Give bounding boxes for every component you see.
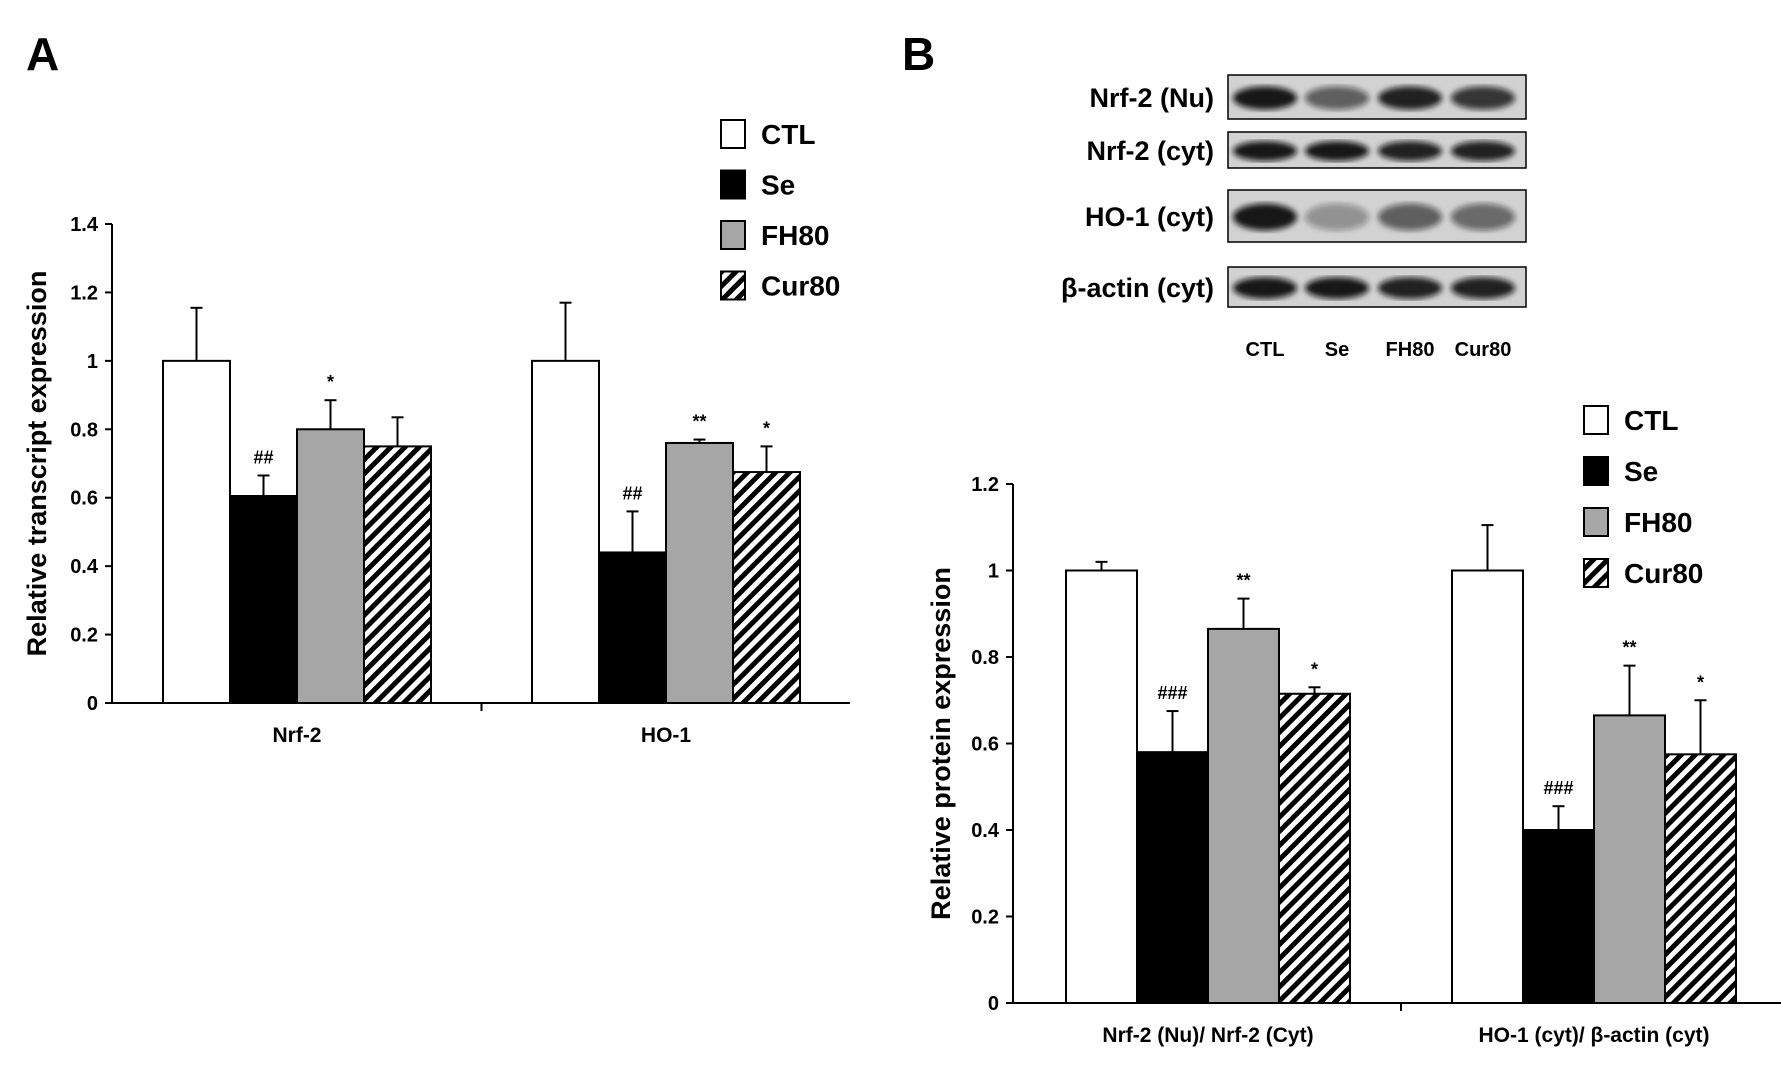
panel-b-label: B (902, 28, 935, 80)
significance-mark: ** (692, 412, 706, 432)
western-blot: Nrf-2 (Nu) Nrf-2 (cyt) HO-1 (cyt) β-actin (… (1061, 74, 1527, 361)
y-axis-label: Relative transcript expression (22, 271, 52, 657)
blot-row-label: Nrf-2 (cyt) (1086, 136, 1214, 166)
significance-mark: ** (1236, 571, 1250, 591)
legend-swatch (1583, 405, 1609, 435)
y-tick-label: 0 (988, 993, 999, 1015)
blot-row-label: β-actin (cyt) (1061, 273, 1214, 303)
bar (363, 445, 432, 704)
y-tick-label: 0.8 (971, 647, 999, 669)
y-tick-label: 0.6 (70, 488, 98, 510)
blot-band (1305, 203, 1369, 231)
bar (1136, 751, 1209, 1005)
legend-swatch (1583, 507, 1609, 537)
y-tick-label: 1.2 (70, 282, 98, 304)
legend-entry: Se (1624, 456, 1658, 487)
legend-b: CTL Se FH80 Cur80 (1583, 405, 1703, 589)
blot-band (1305, 141, 1369, 161)
blot-band (1305, 277, 1369, 299)
blot-band (1378, 203, 1442, 231)
legend-swatch (720, 220, 746, 250)
blot-band (1451, 277, 1515, 299)
legend-a: CTL Se FH80 Cur80 (720, 119, 840, 302)
legend-entry: Se (761, 170, 795, 201)
y-tick-label: 1 (87, 351, 98, 373)
bar (1207, 627, 1280, 1004)
significance-mark: ### (1157, 683, 1187, 703)
significance-mark: ## (253, 447, 273, 467)
blot-band (1233, 141, 1297, 161)
bar (665, 441, 734, 704)
y-tick-label: 0 (87, 693, 98, 715)
bar (598, 551, 667, 705)
y-tick-label: 0.8 (70, 419, 98, 441)
blot-band (1451, 203, 1515, 231)
y-tick-label: 1.4 (70, 214, 99, 236)
blot-band (1233, 86, 1297, 110)
y-tick-label: 1 (988, 561, 999, 583)
y-tick-label: 0.2 (70, 625, 98, 647)
bar (162, 359, 231, 704)
bar (1593, 714, 1666, 1004)
legend-entry: Cur80 (761, 271, 840, 302)
legend-swatch (1583, 456, 1609, 486)
significance-mark: * (1311, 659, 1318, 679)
legend-swatch (720, 169, 746, 200)
blot-band (1378, 141, 1442, 161)
significance-mark: * (1697, 672, 1704, 692)
legend-swatch (720, 119, 746, 149)
y-tick-label: 0.6 (971, 734, 999, 756)
chart-a: 0 0.2 0.4 0.6 0.8 1 1.2 1.4 Relative transcript … (22, 214, 850, 747)
bar (1278, 692, 1351, 1004)
legend-entry: FH80 (1624, 507, 1692, 538)
bar (732, 471, 801, 704)
legend-swatch (1583, 558, 1609, 588)
bar (1664, 753, 1737, 1004)
bar (229, 495, 298, 704)
y-tick-label: 0.2 (971, 907, 999, 929)
blot-band (1378, 277, 1442, 299)
legend-entry: CTL (761, 119, 815, 150)
category-label: Nrf-2 (Nu)/ Nrf-2 (Cyt) (1102, 1024, 1313, 1047)
blot-band (1451, 141, 1515, 161)
significance-mark: * (763, 418, 770, 438)
bar (1451, 569, 1524, 1004)
blot-lane-label: FH80 (1386, 339, 1435, 361)
blot-lane-label: Se (1325, 339, 1349, 361)
y-axis-label: Relative protein expression (926, 567, 956, 920)
y-tick-label: 0.4 (971, 820, 1000, 842)
bar (531, 359, 600, 704)
blot-band (1233, 277, 1297, 299)
significance-mark: ### (1543, 778, 1573, 798)
chart-b: 0 0.2 0.4 0.6 0.8 1 1.2 Relative protein expres… (926, 474, 1781, 1047)
legend-entry: CTL (1624, 405, 1678, 436)
bar (296, 428, 365, 704)
bar (1065, 569, 1138, 1004)
blot-band (1233, 203, 1297, 231)
significance-mark: ** (1622, 638, 1636, 658)
blot-band (1378, 86, 1442, 110)
bar (1522, 829, 1595, 1004)
blot-band (1451, 86, 1515, 110)
blot-band (1305, 86, 1369, 110)
blot-lane-label: Cur80 (1455, 339, 1512, 361)
y-tick-label: 1.2 (971, 474, 999, 496)
category-label: Nrf-2 (272, 724, 321, 747)
significance-mark: * (327, 372, 334, 392)
significance-mark: ## (622, 483, 642, 503)
category-label: HO-1 (641, 724, 691, 747)
legend-swatch (720, 270, 746, 301)
blot-row-label: HO-1 (cyt) (1085, 202, 1214, 232)
y-tick-label: 0.4 (70, 556, 99, 578)
legend-entry: FH80 (761, 220, 829, 251)
panel-a-label: A (26, 28, 59, 80)
blot-row-label: Nrf-2 (Nu) (1090, 83, 1214, 113)
blot-lane-label: CTL (1246, 339, 1285, 361)
legend-entry: Cur80 (1624, 558, 1703, 589)
category-label: HO-1 (cyt)/ β-actin (cyt) (1478, 1024, 1709, 1047)
